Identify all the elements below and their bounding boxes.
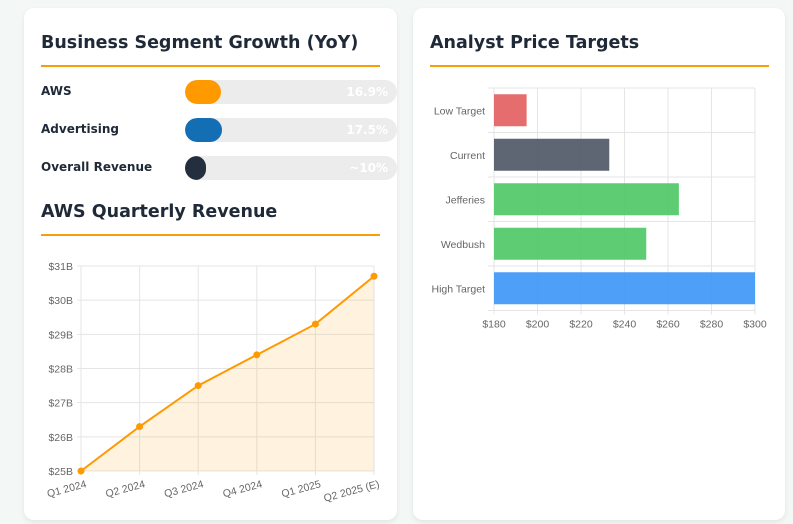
x-tick-label: Q2 2025 (E) xyxy=(322,478,380,504)
y-tick-label: $28B xyxy=(48,364,73,376)
y-tick-label: $25B xyxy=(48,466,73,478)
x-tick-label: $180 xyxy=(482,319,506,331)
segment-row-aws: AWS 16.9% xyxy=(41,80,397,104)
data-point xyxy=(77,467,85,475)
bar-wedbush xyxy=(494,227,647,260)
segment-label: Overall Revenue xyxy=(41,160,153,174)
progress-value: 17.5% xyxy=(346,123,388,137)
progress-fill xyxy=(185,118,223,142)
segment-row-overall: Overall Revenue ~10% xyxy=(41,156,397,180)
area-fill xyxy=(81,276,374,471)
y-tick-label: Low Target xyxy=(434,105,485,117)
x-tick-label: $280 xyxy=(700,319,724,331)
aws-revenue-title: AWS Quarterly Revenue xyxy=(41,202,278,222)
title-divider xyxy=(430,65,769,67)
progress-track: 16.9% xyxy=(185,80,397,104)
y-tick-label: Wedbush xyxy=(441,239,485,251)
revenue-line xyxy=(80,275,375,472)
x-tick-label: $200 xyxy=(526,319,550,331)
x-tick-label: Q1 2024 xyxy=(46,478,88,500)
analyst-targets-title: Analyst Price Targets xyxy=(430,33,640,53)
x-tick-label: Q4 2024 xyxy=(222,478,264,500)
y-tick-label: $31B xyxy=(48,261,73,273)
progress-track: ~10% xyxy=(185,156,397,180)
progress-track: 17.5% xyxy=(185,118,397,142)
y-tick-label: $30B xyxy=(48,295,73,307)
title-divider xyxy=(41,234,380,236)
y-tick-label: High Target xyxy=(431,283,485,295)
data-point xyxy=(194,382,202,390)
x-tick-label: Q3 2024 xyxy=(163,478,205,500)
data-point xyxy=(370,272,378,280)
bar-low-target xyxy=(494,94,527,127)
segment-label: Advertising xyxy=(41,122,119,136)
segment-row-advertising: Advertising 17.5% xyxy=(41,118,397,142)
title-divider xyxy=(41,65,380,67)
progress-value: 16.9% xyxy=(346,85,388,99)
x-tick-label: $300 xyxy=(743,319,767,331)
x-tick-label: $260 xyxy=(656,319,680,331)
x-tick-label: $240 xyxy=(613,319,637,331)
x-tick-label: Q1 2025 xyxy=(280,478,322,500)
y-tick-label: Jefferies xyxy=(446,194,486,206)
segment-growth-card: Business Segment Growth (YoY) AWS 16.9% … xyxy=(24,8,397,520)
aws-revenue-chart: $25B $26B $27B $28B $29B $30B $31B Q1 2024 Q2 20… xyxy=(46,261,381,505)
analyst-targets-chart: $180 $200 $220 $240 $260 $280 $300 Low Target Cu… xyxy=(431,87,767,331)
progress-value: ~10% xyxy=(349,161,388,175)
y-tick-label: $26B xyxy=(48,432,73,444)
data-point xyxy=(253,351,261,359)
segment-label: AWS xyxy=(41,84,72,98)
data-point xyxy=(311,320,319,328)
y-tick-label: $29B xyxy=(48,329,73,341)
bar-high-target xyxy=(494,272,755,305)
y-tick-label: $27B xyxy=(48,398,73,410)
bar-jefferies xyxy=(494,183,679,216)
bar-current xyxy=(494,138,610,171)
segment-growth-title: Business Segment Growth (YoY) xyxy=(41,33,359,53)
y-tick-label: Current xyxy=(450,150,485,162)
progress-fill xyxy=(185,156,207,180)
analyst-targets-card: Analyst Price Targets $180 $200 $220 $240 $2… xyxy=(413,8,785,520)
x-tick-label: $220 xyxy=(569,319,593,331)
data-point xyxy=(136,423,144,431)
progress-fill xyxy=(185,80,221,104)
x-tick-label: Q2 2024 xyxy=(104,478,146,500)
